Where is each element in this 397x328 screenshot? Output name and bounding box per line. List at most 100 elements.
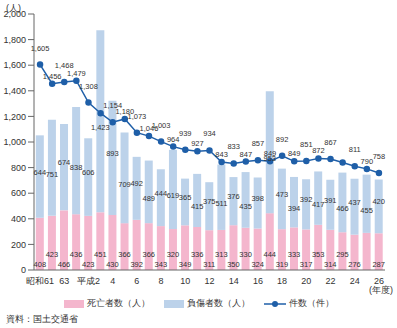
- svg-text:437: 437: [348, 198, 361, 207]
- svg-text:430: 430: [106, 260, 119, 269]
- svg-text:317: 317: [300, 260, 313, 269]
- svg-text:1,456: 1,456: [43, 72, 62, 81]
- svg-text:1,423: 1,423: [91, 123, 110, 132]
- svg-text:417: 417: [312, 200, 325, 209]
- svg-text:22: 22: [326, 276, 336, 286]
- svg-text:843: 843: [215, 150, 228, 159]
- svg-text:674: 674: [58, 158, 71, 167]
- svg-text:1,200: 1,200: [8, 112, 26, 122]
- svg-text:200: 200: [11, 240, 26, 250]
- svg-text:276: 276: [348, 260, 361, 269]
- svg-text:366: 366: [118, 250, 131, 259]
- svg-text:435: 435: [239, 202, 252, 211]
- svg-text:833: 833: [227, 142, 240, 151]
- svg-text:394: 394: [288, 204, 301, 213]
- svg-text:63: 63: [59, 276, 69, 286]
- svg-text:333: 333: [288, 250, 301, 259]
- svg-text:415: 415: [191, 202, 204, 211]
- svg-text:811: 811: [349, 145, 361, 154]
- svg-text:400: 400: [11, 214, 26, 224]
- svg-text:838: 838: [70, 163, 83, 172]
- svg-text:444: 444: [264, 250, 277, 259]
- svg-text:1,000: 1,000: [8, 137, 26, 147]
- svg-text:939: 939: [179, 129, 192, 138]
- svg-text:324: 324: [251, 260, 264, 269]
- svg-text:857: 857: [252, 139, 265, 148]
- svg-text:893: 893: [106, 149, 119, 158]
- svg-text:287: 287: [372, 260, 385, 269]
- svg-text:平成2: 平成2: [77, 276, 100, 286]
- svg-text:867: 867: [324, 138, 337, 147]
- svg-text:391: 391: [324, 196, 337, 205]
- svg-text:20: 20: [301, 276, 311, 286]
- svg-text:790: 790: [361, 157, 374, 166]
- svg-text:1,479: 1,479: [67, 69, 86, 78]
- svg-text:350: 350: [227, 260, 240, 269]
- svg-text:1,308: 1,308: [79, 82, 98, 91]
- svg-text:392: 392: [300, 195, 313, 204]
- svg-text:8: 8: [159, 276, 164, 286]
- svg-text:849: 849: [264, 149, 277, 158]
- svg-text:927: 927: [191, 139, 204, 148]
- svg-text:1,003: 1,003: [152, 121, 171, 130]
- svg-text:1,600: 1,600: [8, 60, 26, 70]
- svg-text:451: 451: [94, 250, 107, 259]
- svg-text:330: 330: [239, 250, 252, 259]
- svg-text:12: 12: [204, 276, 214, 286]
- svg-text:6: 6: [134, 276, 139, 286]
- svg-text:800: 800: [11, 163, 26, 173]
- svg-text:375: 375: [203, 197, 216, 206]
- svg-text:964: 964: [167, 135, 180, 144]
- svg-text:343: 343: [155, 260, 168, 269]
- svg-text:18: 18: [277, 276, 287, 286]
- svg-text:423: 423: [46, 250, 59, 259]
- svg-text:847: 847: [240, 150, 253, 159]
- svg-text:511: 511: [215, 199, 227, 208]
- svg-text:4: 4: [110, 276, 115, 286]
- svg-text:24: 24: [350, 276, 360, 286]
- svg-text:619: 619: [167, 191, 180, 200]
- svg-text:934: 934: [203, 129, 216, 138]
- svg-text:366: 366: [142, 250, 155, 259]
- svg-text:751: 751: [46, 170, 59, 179]
- svg-text:489: 489: [142, 194, 155, 203]
- svg-text:444: 444: [155, 189, 168, 198]
- svg-text:26: 26: [374, 276, 384, 286]
- svg-text:492: 492: [130, 179, 143, 188]
- svg-text:365: 365: [179, 193, 192, 202]
- svg-text:1,400: 1,400: [8, 86, 26, 96]
- svg-text:423: 423: [82, 260, 95, 269]
- svg-text:466: 466: [336, 204, 349, 213]
- svg-text:473: 473: [276, 190, 289, 199]
- svg-text:1,073: 1,073: [127, 112, 146, 121]
- svg-text:872: 872: [312, 146, 325, 155]
- svg-text:1,605: 1,605: [31, 44, 50, 53]
- svg-text:16: 16: [253, 276, 263, 286]
- svg-text:398: 398: [251, 194, 264, 203]
- svg-text:709: 709: [118, 180, 131, 189]
- svg-text:313: 313: [215, 250, 228, 259]
- svg-text:849: 849: [288, 149, 301, 158]
- svg-text:892: 892: [276, 135, 289, 144]
- svg-text:295: 295: [336, 250, 349, 259]
- svg-text:349: 349: [179, 260, 192, 269]
- svg-text:336: 336: [191, 250, 204, 259]
- svg-text:420: 420: [372, 197, 385, 206]
- svg-text:353: 353: [312, 250, 325, 259]
- svg-text:昭和61: 昭和61: [26, 276, 54, 286]
- svg-text:392: 392: [130, 260, 143, 269]
- svg-text:0: 0: [21, 265, 26, 275]
- svg-text:2,000: 2,000: [8, 9, 26, 19]
- svg-text:455: 455: [360, 206, 373, 215]
- svg-text:320: 320: [167, 250, 180, 259]
- svg-text:1,800: 1,800: [8, 35, 26, 45]
- svg-text:376: 376: [227, 192, 240, 201]
- svg-text:10: 10: [180, 276, 190, 286]
- svg-text:644: 644: [34, 168, 47, 177]
- svg-text:14: 14: [229, 276, 239, 286]
- svg-text:606: 606: [82, 168, 95, 177]
- svg-text:311: 311: [203, 260, 215, 269]
- svg-text:314: 314: [324, 260, 337, 269]
- svg-text:851: 851: [300, 140, 313, 149]
- svg-text:466: 466: [58, 260, 71, 269]
